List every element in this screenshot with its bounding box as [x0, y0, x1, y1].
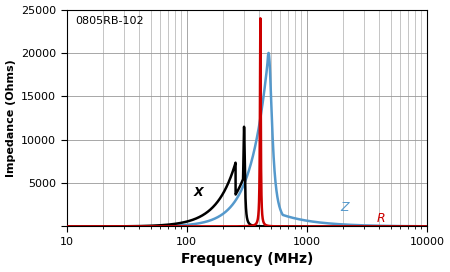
Text: Z: Z	[340, 201, 349, 214]
X-axis label: Frequency (MHz): Frequency (MHz)	[180, 252, 313, 267]
Text: 0805RB-102: 0805RB-102	[76, 16, 144, 26]
Text: R: R	[377, 212, 385, 225]
Text: X: X	[194, 186, 204, 199]
Y-axis label: Impedance (Ohms): Impedance (Ohms)	[5, 59, 16, 177]
